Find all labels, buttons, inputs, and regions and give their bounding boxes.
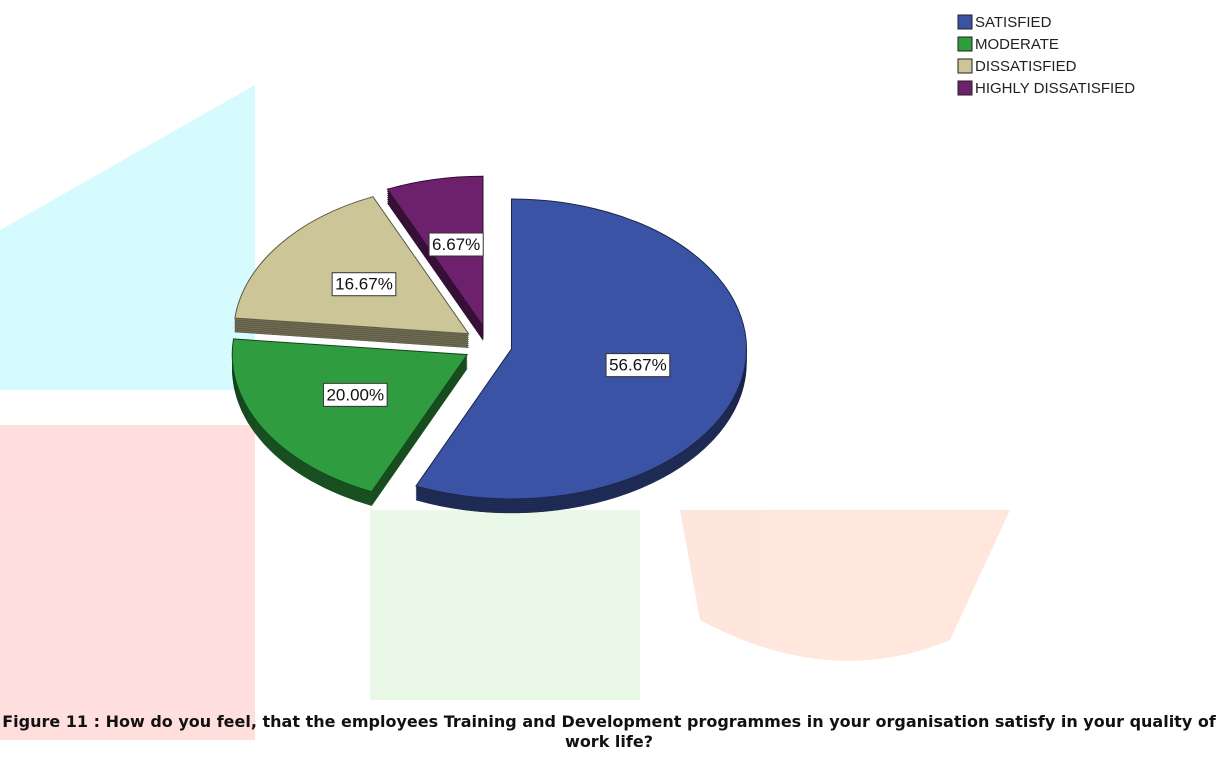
page: 56.67% 20.00% 16.67% 6.67% SATISFIED MODERAT… xyxy=(0,0,1218,757)
value-label: 16.67% xyxy=(335,275,393,294)
caption: Figure 11 : How do you feel, that the em… xyxy=(0,712,1218,752)
value-label: 56.67% xyxy=(609,356,667,375)
legend-label: DISSATISFIED xyxy=(975,58,1077,75)
value-label: 20.00% xyxy=(326,385,384,404)
chart: 56.67% 20.00% 16.67% 6.67% SATISFIED MODERAT… xyxy=(0,0,1218,757)
legend-label: HIGHLY DISSATISFIED xyxy=(975,80,1135,97)
value-label: 6.67% xyxy=(432,235,480,254)
legend-label: SATISFIED xyxy=(975,14,1052,31)
legend-swatch xyxy=(958,81,972,95)
legend-swatch xyxy=(958,37,972,51)
legend: SATISFIED MODERATE DISSATISFIED HIGHLY DISS… xyxy=(958,14,1135,97)
legend-swatch xyxy=(958,15,972,29)
pie: 56.67% 20.00% 16.67% 6.67% xyxy=(232,176,746,513)
legend-swatch xyxy=(958,59,972,73)
legend-label: MODERATE xyxy=(975,36,1059,53)
